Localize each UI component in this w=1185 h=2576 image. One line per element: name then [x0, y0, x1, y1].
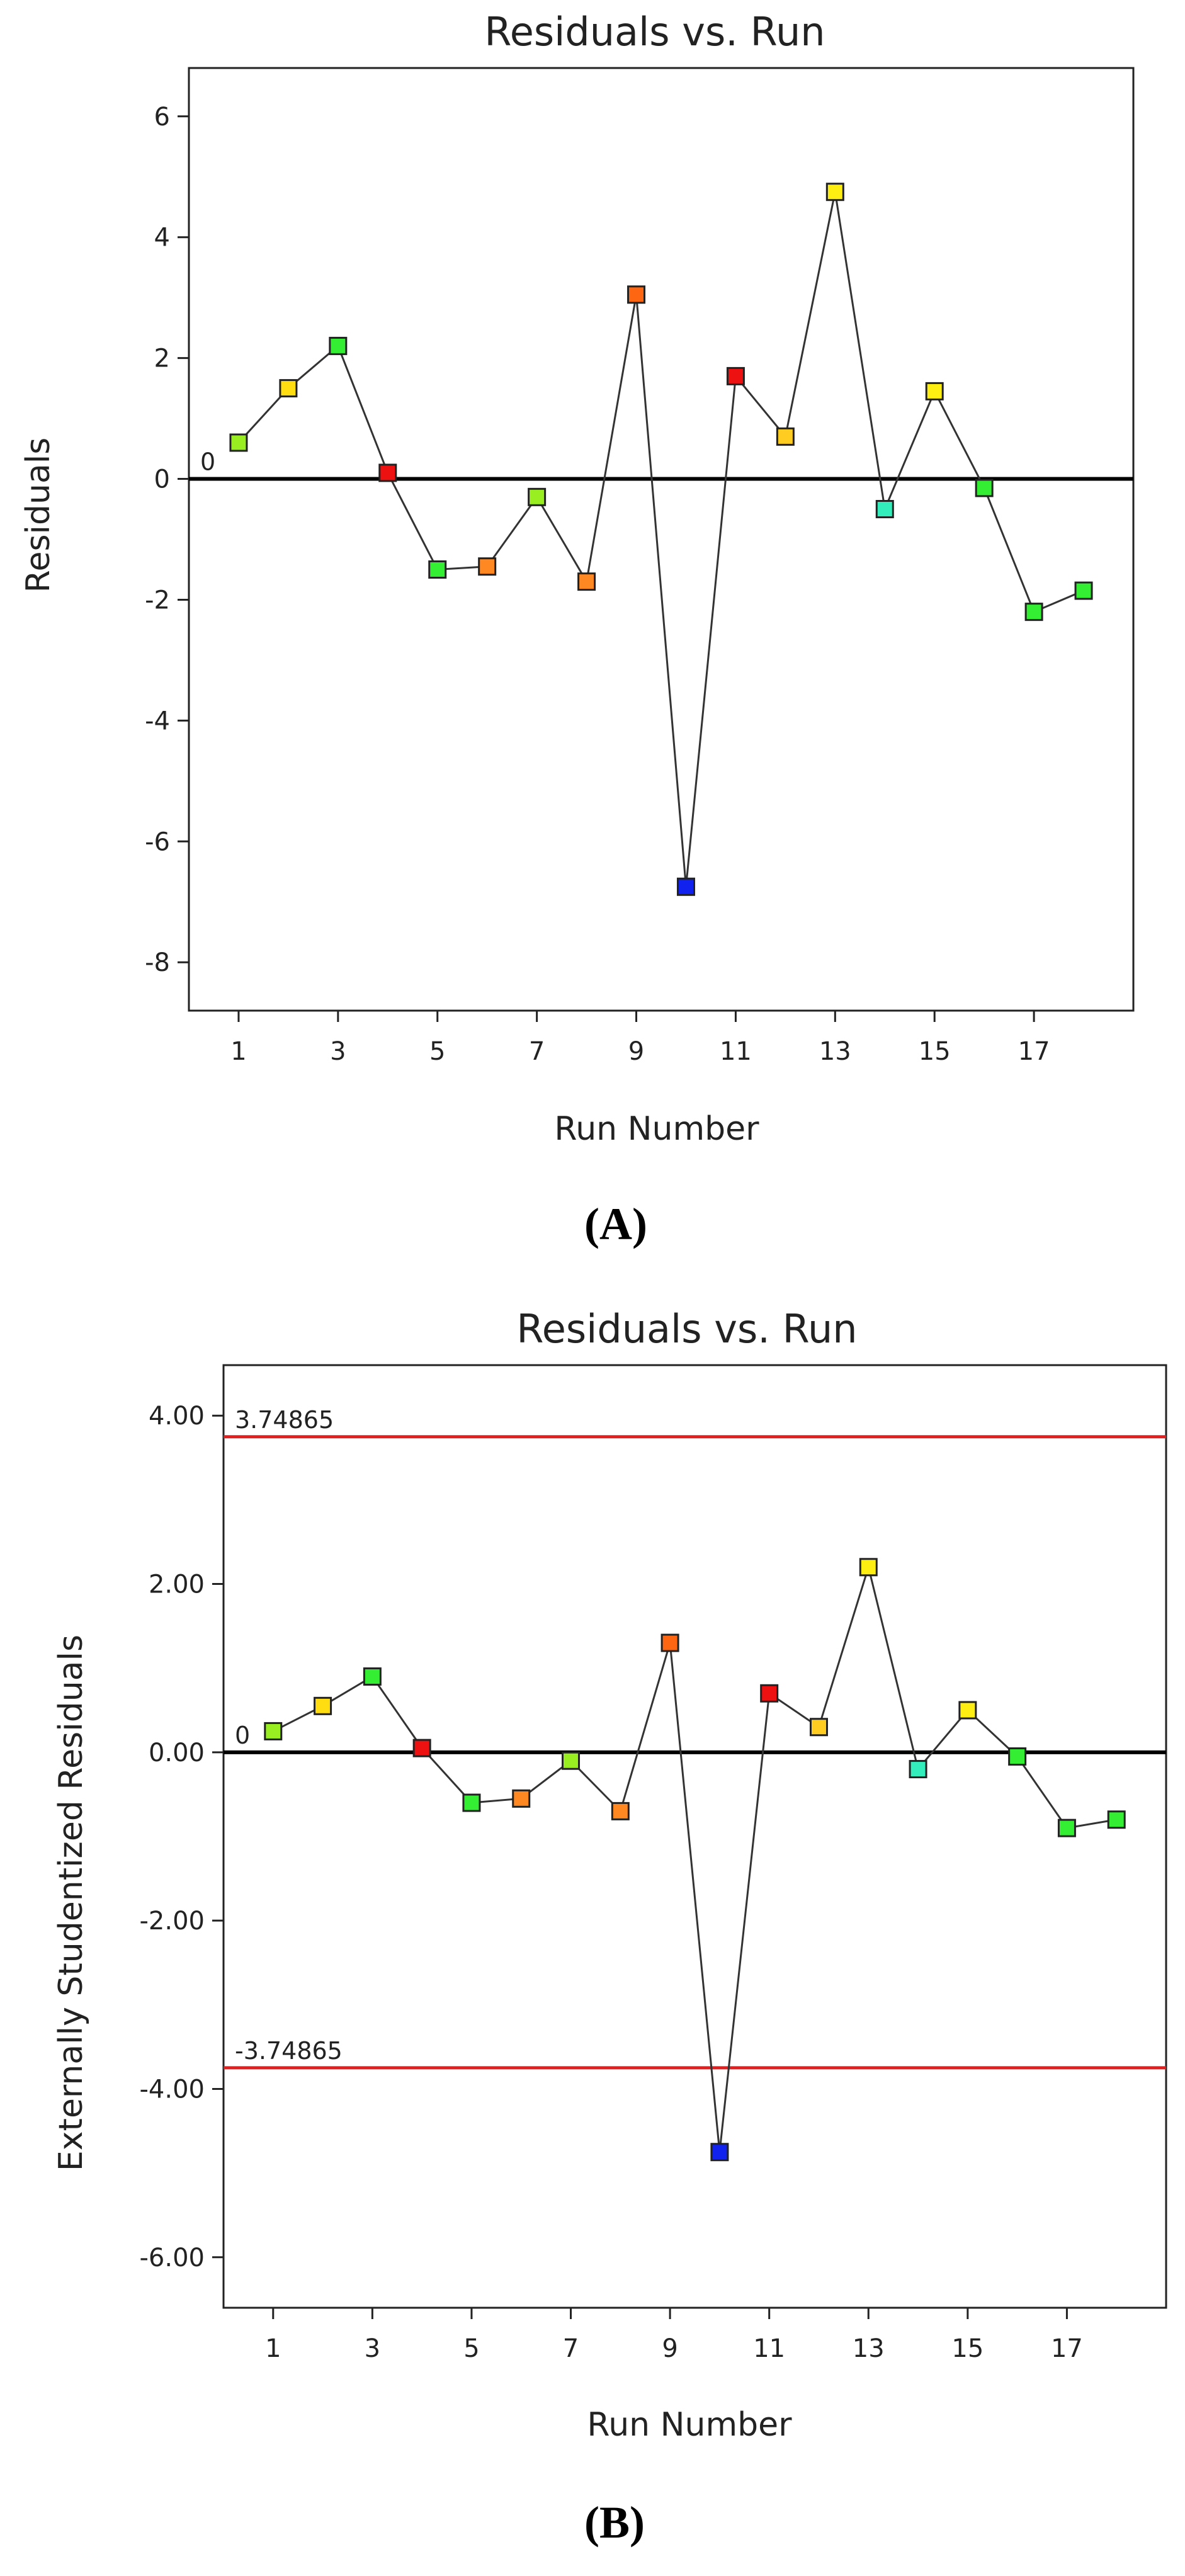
- data-point-run-9: [661, 1633, 679, 1652]
- limit-line-label: -3.74865: [235, 2037, 343, 2065]
- x-tick-label: 7: [529, 1037, 545, 1066]
- data-point-run-9: [627, 285, 646, 304]
- x-tick-label: 1: [230, 1037, 246, 1066]
- x-tick-label: 13: [853, 2334, 885, 2363]
- data-point-run-5: [428, 560, 447, 579]
- y-axis-label-a: Residuals: [20, 438, 57, 593]
- data-point-run-8: [611, 1801, 630, 1820]
- x-tick-label: 9: [662, 2334, 678, 2363]
- data-point-run-6: [512, 1789, 531, 1808]
- y-tick-label: 4: [154, 224, 170, 252]
- data-point-run-8: [577, 572, 596, 591]
- data-point-run-1: [264, 1722, 283, 1740]
- data-point-run-16: [1008, 1747, 1027, 1766]
- limit-line-label: 3.74865: [235, 1406, 334, 1434]
- data-point-run-12: [809, 1718, 828, 1737]
- y-tick-label: -2: [145, 586, 170, 615]
- x-tick-label: 9: [628, 1037, 644, 1066]
- data-point-run-4: [412, 1739, 431, 1757]
- panel-label-b: (B): [584, 2497, 645, 2548]
- data-point-run-13: [859, 1558, 878, 1577]
- y-tick-label: 0.00: [149, 1739, 205, 1767]
- x-tick-label: 17: [1051, 2334, 1083, 2363]
- data-point-run-17: [1024, 603, 1043, 621]
- data-point-run-3: [363, 1667, 382, 1686]
- y-tick-label: 2: [154, 344, 170, 373]
- data-point-run-6: [478, 557, 497, 576]
- series-line: [273, 1563, 1117, 2152]
- y-tick-label: 2.00: [149, 1570, 205, 1599]
- data-point-run-17: [1057, 1819, 1076, 1837]
- data-point-run-10: [676, 877, 695, 896]
- y-axis-label-b: Externally Studentized Residuals: [52, 1635, 90, 2171]
- y-tick-label: 4.00: [149, 1402, 205, 1431]
- x-tick-label: 3: [365, 2334, 380, 2363]
- y-tick-label: -6: [145, 827, 170, 856]
- data-point-run-4: [378, 463, 397, 482]
- x-tick-label: 5: [429, 1037, 445, 1066]
- x-tick-label: 17: [1018, 1037, 1050, 1066]
- data-point-run-12: [776, 427, 795, 446]
- y-tick-label: -4: [145, 706, 170, 735]
- x-tick-label: 11: [753, 2334, 785, 2363]
- x-tick-label: 15: [919, 1037, 951, 1066]
- x-tick-label: 13: [819, 1037, 851, 1066]
- data-point-run-13: [825, 183, 844, 201]
- data-point-run-3: [329, 336, 348, 355]
- data-point-run-1: [229, 433, 248, 452]
- panel-a: Residuals vs. Run Residuals Run Number (…: [20, 9, 1135, 1249]
- data-point-run-18: [1107, 1810, 1126, 1829]
- data-point-run-2: [279, 379, 298, 398]
- data-point-run-5: [462, 1793, 481, 1812]
- data-point-run-7: [528, 487, 547, 506]
- x-tick-label: 15: [951, 2334, 984, 2363]
- x-tick-label: 7: [563, 2334, 579, 2363]
- y-tick-label: -6.00: [140, 2244, 205, 2272]
- y-tick-label: -8: [145, 948, 170, 977]
- x-tick-label: 5: [463, 2334, 479, 2363]
- data-point-run-2: [314, 1696, 332, 1715]
- x-axis-label-b: Run Number: [587, 2406, 792, 2444]
- zero-line-label: 0: [235, 1722, 250, 1749]
- panel-b: Residuals vs. Run Externally Studentized…: [52, 1306, 1167, 2548]
- y-tick-label: 0: [154, 465, 170, 494]
- data-point-run-14: [875, 500, 894, 519]
- data-point-run-7: [562, 1751, 581, 1770]
- data-point-run-15: [958, 1701, 977, 1720]
- zero-line-label: 0: [200, 448, 215, 476]
- data-point-run-14: [909, 1760, 927, 1779]
- plot-frame-a: [188, 67, 1135, 1012]
- series-line: [237, 191, 1084, 887]
- y-tick-label: -2.00: [140, 1907, 205, 1936]
- x-tick-label: 11: [720, 1037, 752, 1066]
- data-point-run-11: [726, 366, 745, 385]
- data-point-run-16: [975, 479, 994, 497]
- panel-label-a: (A): [584, 1199, 647, 1249]
- plot-frame-b: [222, 1364, 1167, 2309]
- x-axis-label-a: Run Number: [554, 1110, 759, 1148]
- data-point-run-18: [1074, 581, 1093, 600]
- data-point-run-11: [760, 1684, 779, 1703]
- data-point-run-15: [925, 382, 944, 400]
- y-tick-label: -4.00: [140, 2075, 205, 2104]
- data-point-run-10: [710, 2143, 729, 2162]
- x-tick-label: 1: [265, 2334, 281, 2363]
- x-tick-label: 3: [330, 1037, 346, 1066]
- chart-title-b: Residuals vs. Run: [516, 1306, 857, 1352]
- y-tick-label: 6: [154, 103, 170, 132]
- chart-title-a: Residuals vs. Run: [484, 9, 825, 55]
